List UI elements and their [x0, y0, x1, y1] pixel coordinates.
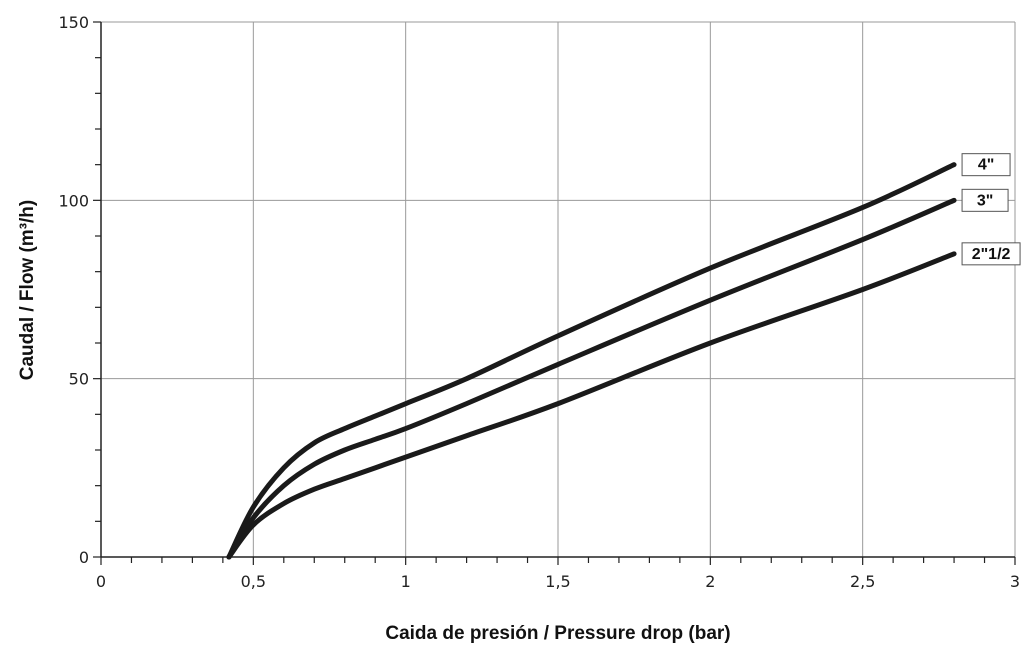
grid [101, 21, 1016, 557]
x-tick-label: 2 [705, 572, 715, 591]
series-label-box [961, 188, 1009, 212]
x-tick-label: 1,5 [545, 572, 570, 591]
series-line [226, 162, 957, 560]
axes [93, 21, 1016, 565]
series-label-box [961, 153, 1011, 177]
series-label: 2"1/2 [972, 246, 1011, 263]
y-tick-label: 100 [58, 191, 89, 210]
series-line [226, 251, 957, 560]
x-tick-label: 3 [1010, 572, 1020, 591]
x-tick-label: 0,5 [241, 572, 266, 591]
x-tick-label: 1 [401, 572, 411, 591]
tick-labels: 0 0,5 1 1,5 2 2,5 3 0 50 100 150 [58, 13, 1020, 591]
series-label-box [961, 242, 1021, 266]
series-label: 3" [977, 192, 993, 209]
x-axis-title: Caida de presión / Pressure drop (bar) [385, 623, 730, 644]
y-tick-label: 150 [58, 13, 89, 32]
series-line [226, 197, 957, 560]
series-lines [226, 162, 957, 560]
series-label: 4" [978, 157, 994, 174]
x-tick-label: 2,5 [850, 572, 875, 591]
y-axis-title: Caudal / Flow (m³/h) [17, 200, 38, 381]
y-tick-label: 0 [79, 548, 89, 567]
y-tick-label: 50 [69, 370, 89, 389]
x-tick-label: 0 [96, 572, 106, 591]
series-labels: 4" 3" 2"1/2 [961, 153, 1021, 266]
